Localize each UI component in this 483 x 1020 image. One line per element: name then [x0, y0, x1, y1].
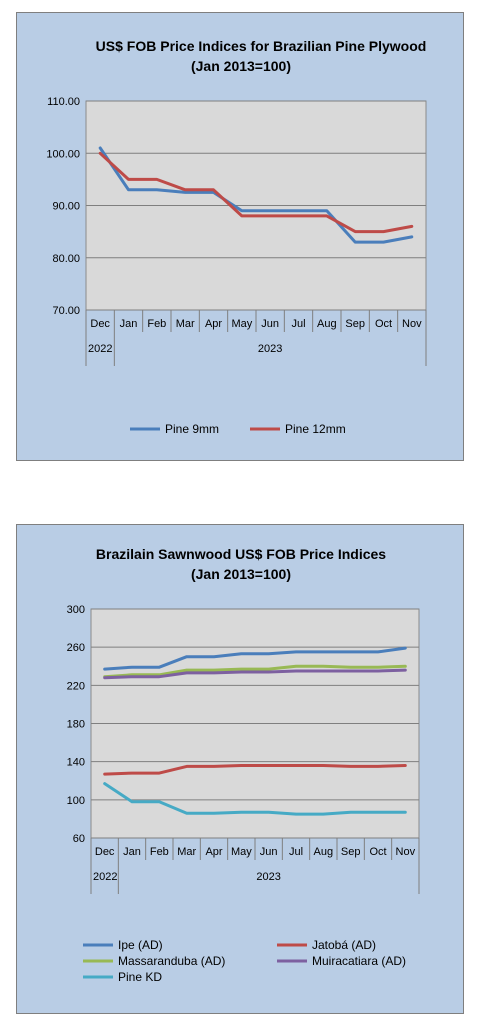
x-tick-label: Jun — [261, 318, 279, 330]
x-tick-label: Jan — [120, 318, 138, 330]
y-tick-label: 90.00 — [52, 201, 80, 213]
year-label: 2022 — [93, 871, 117, 883]
legend-label: Jatobá (AD) — [312, 938, 376, 952]
y-tick-label: 110.00 — [47, 96, 80, 108]
y-tick-label: 300 — [67, 604, 85, 616]
x-tick-label: Dec — [95, 846, 115, 858]
x-tick-label: Sep — [341, 846, 361, 858]
legend-label: Pine KD — [118, 970, 162, 984]
year-label: 2022 — [88, 343, 112, 355]
series-line — [103, 646, 407, 671]
x-tick-label: Jul — [289, 846, 303, 858]
x-tick-label: Nov — [396, 846, 416, 858]
series-line — [103, 668, 407, 680]
x-tick-label: Aug — [314, 846, 334, 858]
y-tick-label: 100 — [67, 795, 85, 807]
y-tick-label: 60 — [73, 833, 85, 845]
x-tick-label: Jul — [291, 318, 305, 330]
legend-label: Massaranduba (AD) — [118, 954, 225, 968]
chart-panel-sawnwood: Brazilain Sawnwood US$ FOB Price Indices… — [16, 524, 464, 1014]
legend-label: Ipe (AD) — [118, 938, 163, 952]
y-tick-label: 140 — [67, 757, 85, 769]
x-tick-label: Apr — [205, 318, 222, 330]
series-line — [98, 151, 414, 234]
y-tick-label: 180 — [67, 719, 85, 731]
series-line — [98, 146, 414, 244]
y-tick-label: 80.00 — [52, 253, 80, 265]
x-tick-label: May — [231, 318, 252, 330]
x-tick-label: Feb — [147, 318, 166, 330]
x-tick-label: Jun — [260, 846, 278, 858]
y-tick-label: 100.00 — [46, 148, 80, 160]
x-tick-label: Dec — [90, 318, 110, 330]
chart-title: US$ FOB Price Indices for Brazilian Pine… — [96, 38, 427, 54]
x-tick-label: Nov — [402, 318, 422, 330]
y-tick-label: 220 — [67, 680, 85, 692]
year-label: 2023 — [258, 343, 282, 355]
chart-subtitle: (Jan 2013=100) — [191, 566, 291, 582]
x-tick-label: Oct — [369, 846, 386, 858]
series-line — [103, 782, 407, 816]
legend-label: Pine 9mm — [165, 422, 219, 436]
x-tick-label: Jan — [123, 846, 141, 858]
series-line — [103, 664, 407, 679]
chart-title: Brazilain Sawnwood US$ FOB Price Indices — [96, 546, 386, 562]
x-tick-label: Feb — [150, 846, 169, 858]
year-label: 2023 — [256, 871, 280, 883]
x-tick-label: Apr — [205, 846, 222, 858]
y-tick-label: 70.00 — [52, 305, 80, 317]
x-tick-label: Aug — [317, 318, 337, 330]
x-tick-label: May — [231, 846, 252, 858]
series-line — [103, 764, 407, 776]
chart-plywood: US$ FOB Price Indices for Brazilian Pine… — [46, 38, 427, 436]
x-tick-label: Sep — [345, 318, 365, 330]
x-tick-label: Oct — [375, 318, 392, 330]
chart-panel-plywood: US$ FOB Price Indices for Brazilian Pine… — [16, 12, 464, 461]
legend-label: Pine 12mm — [285, 422, 346, 436]
x-tick-label: Mar — [176, 318, 195, 330]
chart-subtitle: (Jan 2013=100) — [191, 58, 291, 74]
x-tick-label: Mar — [177, 846, 196, 858]
chart-sawnwood: Brazilain Sawnwood US$ FOB Price Indices… — [67, 546, 420, 984]
y-tick-label: 260 — [67, 642, 85, 654]
legend-label: Muiracatiara (AD) — [312, 954, 406, 968]
